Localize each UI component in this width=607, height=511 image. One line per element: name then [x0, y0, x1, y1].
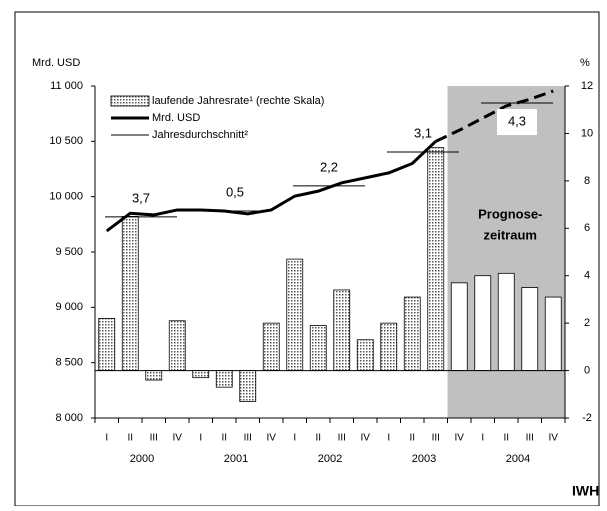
y-tick-label: 9 000: [55, 301, 83, 313]
x-tick-label: III: [244, 433, 252, 444]
bar: [333, 289, 351, 371]
bar: [544, 296, 562, 371]
bar: [215, 370, 233, 388]
x-tick-label: II: [315, 433, 321, 444]
y2-tick-label: 10: [581, 127, 593, 139]
y-tick-label: 9 500: [55, 246, 83, 258]
year-label: 2003: [412, 453, 436, 465]
bar: [309, 325, 327, 371]
annual-growth-label: 2,2: [320, 159, 338, 174]
x-tick-label: I: [293, 433, 296, 444]
bar: [168, 320, 186, 371]
legend-label: Mrd. USD: [152, 112, 200, 124]
y2-tick-label: 8: [584, 175, 590, 187]
x-tick-label: IV: [361, 433, 371, 444]
x-tick-label: I: [199, 433, 202, 444]
legend-swatch: [110, 95, 150, 107]
y2-tick-label: 0: [584, 364, 590, 376]
y-tick-label: 10 500: [49, 135, 83, 147]
y2-tick-label: 12: [581, 80, 593, 92]
bar: [192, 370, 210, 379]
x-tick-label: II: [127, 433, 133, 444]
legend-label: laufende Jahresrate¹ (rechte Skala): [152, 95, 324, 107]
line: [105, 140, 437, 233]
y-tick-label: 11 000: [50, 80, 83, 92]
y-tick-label: 8 500: [55, 357, 83, 369]
y2-axis-title: %: [580, 57, 590, 69]
year-label: 2004: [506, 453, 530, 465]
x-tick-label: II: [409, 433, 415, 444]
forecast-label: Prognose-: [478, 206, 542, 221]
legend-label: Jahresdurchschnitt²: [152, 129, 248, 141]
y-tick-label: 8 000: [55, 412, 83, 424]
line-forecast: [435, 89, 554, 143]
year-label: 2001: [224, 453, 248, 465]
x-tick-label: II: [221, 433, 227, 444]
year-label: 2000: [130, 453, 154, 465]
bar: [121, 216, 139, 371]
bar: [356, 339, 374, 371]
bar: [403, 296, 421, 371]
x-tick-label: III: [150, 433, 158, 444]
x-tick-label: I: [387, 433, 390, 444]
y2-tick-label: 2: [584, 317, 590, 329]
bar: [145, 370, 163, 381]
bar: [239, 370, 257, 402]
bar: [521, 287, 539, 371]
annual-growth-label: 4,3: [508, 113, 526, 128]
x-tick-label: III: [432, 433, 440, 444]
bar: [286, 258, 304, 371]
x-tick-label: III: [338, 433, 346, 444]
x-tick-label: I: [481, 433, 484, 444]
source: IWH: [572, 483, 599, 499]
x-tick-label: I: [105, 433, 108, 444]
bar: [450, 282, 468, 371]
x-tick-label: IV: [549, 433, 559, 444]
forecast-label: zeitraum: [484, 227, 537, 242]
year-label: 2002: [318, 453, 342, 465]
x-tick-label: IV: [455, 433, 465, 444]
x-tick-label: II: [503, 433, 509, 444]
x-tick-label: III: [526, 433, 534, 444]
x-tick-label: IV: [267, 433, 277, 444]
bar: [262, 322, 280, 371]
annual-growth-label: 3,7: [132, 190, 150, 205]
y2-tick-label: 6: [584, 222, 590, 234]
legend-box: [105, 92, 397, 146]
bar: [427, 147, 445, 371]
y-axis-title: Mrd. USD: [32, 57, 80, 69]
x-tick-label: IV: [173, 433, 183, 444]
bar: [380, 322, 398, 371]
label-box: [497, 109, 537, 136]
bar: [474, 275, 492, 371]
y2-tick-label: -2: [582, 412, 592, 424]
annual-growth-label: 3,1: [414, 125, 432, 140]
bar: [497, 272, 515, 371]
y-tick-label: 10 000: [49, 191, 83, 203]
y2-tick-label: 4: [584, 270, 590, 282]
annual-growth-label: 0,5: [226, 184, 244, 199]
bar: [98, 317, 116, 371]
